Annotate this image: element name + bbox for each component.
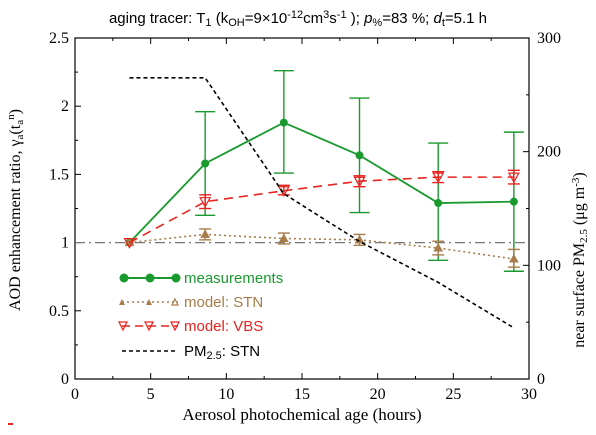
legend: measurements model: STN model: VBS PM2.5… <box>118 270 283 362</box>
series-line <box>129 76 515 329</box>
legend-label-pm25-stn: PM2.5: STN <box>184 343 260 362</box>
chart-title: aging tracer: T1 (kOH=9×10-12cm3s-1 ); p… <box>109 9 487 29</box>
corner-mark <box>8 423 13 425</box>
data-point <box>434 199 443 208</box>
data-point <box>509 197 518 206</box>
plot-frame <box>74 37 530 380</box>
legend-entry-pm25-stn: PM2.5: STN <box>122 343 260 362</box>
x-tick-label: 0 <box>71 386 79 403</box>
x-tick-label: 15 <box>294 386 310 403</box>
x-tick-label: 20 <box>370 386 386 403</box>
series-pm2-5-stn <box>129 76 515 329</box>
y-axis-label: AOD enhancement ratio, γa(tan) <box>5 109 26 311</box>
y2-tick-label: 100 <box>537 257 561 274</box>
series-layer <box>123 70 524 329</box>
data-point <box>123 238 136 249</box>
series-line <box>128 121 514 244</box>
data-point <box>433 243 444 252</box>
series-model-vbs <box>123 169 520 249</box>
x-tick-label: 10 <box>218 386 234 403</box>
series-line <box>129 176 514 244</box>
data-point <box>199 197 212 208</box>
y2-tick-label: 0 <box>537 371 545 388</box>
data-point <box>279 118 288 127</box>
y-tick-label: 0.5 <box>49 303 69 320</box>
data-point <box>201 159 210 168</box>
data-point <box>507 172 520 184</box>
legend-label-measurements: measurements <box>184 270 283 287</box>
legend-label-model-vbs: model: VBS <box>184 318 263 335</box>
data-point <box>278 233 289 243</box>
y-tick-label: 2 <box>61 98 69 115</box>
series-line <box>129 233 514 260</box>
data-point <box>200 229 211 238</box>
data-point <box>355 151 364 160</box>
data-point <box>509 253 519 263</box>
series-measurements <box>125 70 524 272</box>
x-axis-label: Aerosol photochemical age (hours) <box>182 405 421 424</box>
y2-tick-label: 200 <box>537 144 561 161</box>
x-tick-label: 30 <box>521 386 537 403</box>
data-point <box>432 172 445 184</box>
x-tick-label: 5 <box>147 386 155 403</box>
legend-entry-model-vbs: model: VBS <box>118 318 263 335</box>
y-tick-label: 2.5 <box>49 30 69 47</box>
y-tick-label: 1.5 <box>49 166 69 183</box>
y2-axis-label: near surface PM2.5 (μg m-3) <box>570 172 590 347</box>
y-tick-label: 0 <box>61 371 69 388</box>
data-point <box>353 176 366 188</box>
legend-entry-model-stn: model: STN <box>119 294 263 311</box>
y2-tick-label: 300 <box>537 30 561 47</box>
x-tick-label: 25 <box>445 386 461 403</box>
legend-entry-measurements: measurements <box>119 270 283 287</box>
series-model-stn <box>124 228 520 268</box>
y-tick-label: 1 <box>61 235 69 252</box>
legend-label-model-stn: model: STN <box>184 294 263 311</box>
